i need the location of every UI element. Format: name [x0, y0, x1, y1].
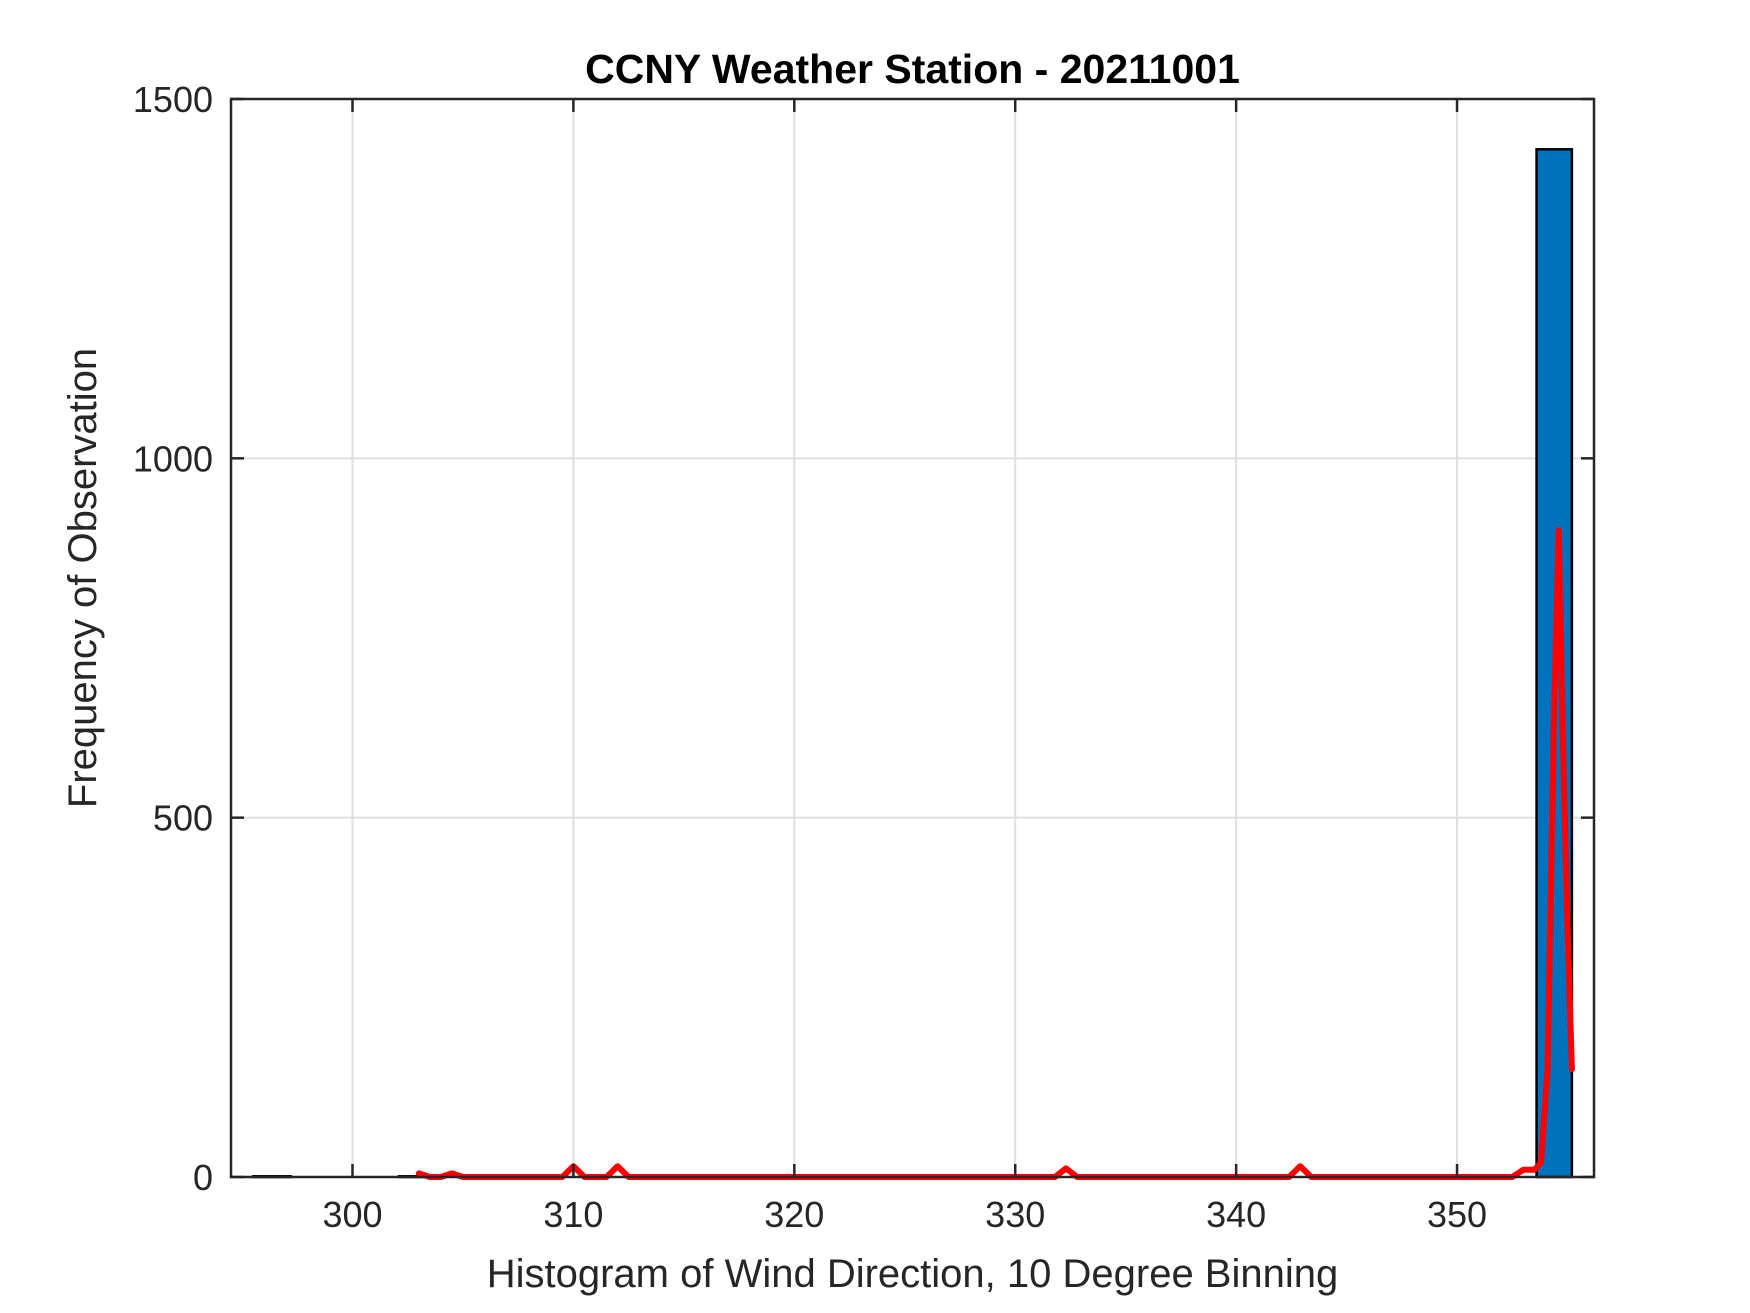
- y-axis-label: Frequency of Observation: [61, 348, 105, 808]
- y-tick-label: 0: [193, 1157, 213, 1198]
- x-tick-label: 310: [543, 1194, 603, 1235]
- x-tick-label: 330: [985, 1194, 1045, 1235]
- plot-frame: [229, 97, 1596, 1179]
- chart-title: CCNY Weather Station - 20211001: [585, 46, 1240, 92]
- x-tick-label: 320: [764, 1194, 824, 1235]
- x-tick-label: 340: [1206, 1194, 1266, 1235]
- y-tick-label: 1500: [133, 79, 213, 120]
- x-tick-label: 300: [322, 1194, 382, 1235]
- y-tick-label: 500: [153, 798, 213, 839]
- y-tick-labels: 0 500 1000 1500: [133, 79, 213, 1198]
- y-tick-label: 1000: [133, 438, 213, 479]
- axis-ticks: [231, 97, 1594, 1179]
- x-axis-label: Histogram of Wind Direction, 10 Degree B…: [487, 1252, 1339, 1296]
- x-tick-labels: 300 310 320 330 340 350: [322, 1194, 1487, 1235]
- x-tick-label: 350: [1427, 1194, 1487, 1235]
